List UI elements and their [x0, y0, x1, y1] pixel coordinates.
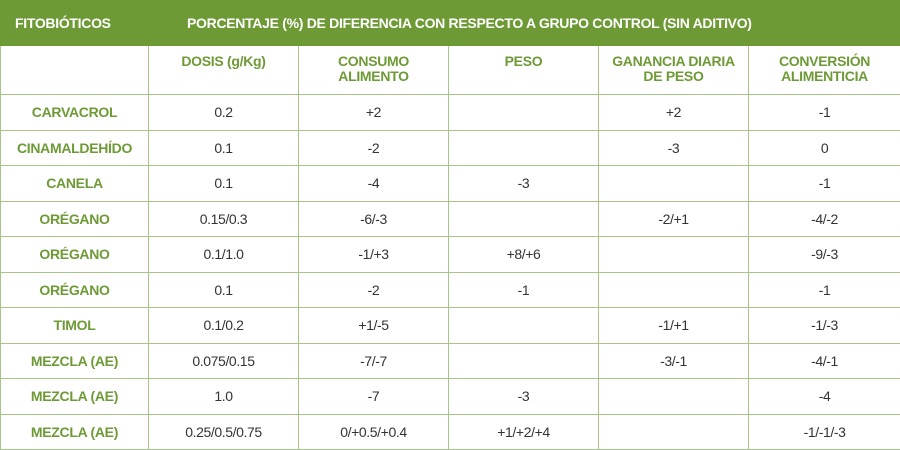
subheader-ganancia-line1: GANANCIA DIARIA: [612, 53, 735, 69]
cell-peso: [449, 130, 599, 166]
cell-conversion: -4/-2: [749, 201, 900, 237]
table-row: MEZCLA (AE) 1.0 -7 -3 -4: [1, 379, 900, 415]
table-row: CANELA 0.1 -4 -3 -1: [1, 166, 900, 202]
cell-conversion: -1/-3: [749, 308, 900, 344]
cell-consumo: -6/-3: [299, 201, 449, 237]
cell-ganancia: [599, 166, 749, 202]
table-row: ORÉGANO 0.15/0.3 -6/-3 -2/+1 -4/-2: [1, 201, 900, 237]
table-row: CINAMALDEHÍDO 0.1 -2 -3 0: [1, 130, 900, 166]
subheader-peso-label: PESO: [505, 53, 543, 69]
cell-consumo: -4: [299, 166, 449, 202]
cell-peso: -3: [449, 166, 599, 202]
cell-dosis: 1.0: [149, 379, 299, 415]
row-name: MEZCLA (AE): [1, 379, 149, 415]
cell-ganancia: +2: [599, 95, 749, 131]
table-row: ORÉGANO 0.1/1.0 -1/+3 +8/+6 -9/-3: [1, 237, 900, 273]
cell-conversion: -4/-1: [749, 343, 900, 379]
row-name: ORÉGANO: [1, 201, 149, 237]
cell-conversion: -1: [749, 272, 900, 308]
cell-consumo: -7/-7: [299, 343, 449, 379]
cell-conversion: -9/-3: [749, 237, 900, 273]
cell-dosis: 0.1/1.0: [149, 237, 299, 273]
cell-dosis: 0.25/0.5/0.75: [149, 414, 299, 450]
cell-dosis: 0.2: [149, 95, 299, 131]
row-name: ORÉGANO: [1, 272, 149, 308]
cell-consumo: +1/-5: [299, 308, 449, 344]
cell-consumo: 0/+0.5/+0.4: [299, 414, 449, 450]
subheader-consumo-line2: ALIMENTO: [338, 68, 408, 84]
row-name: ORÉGANO: [1, 237, 149, 273]
cell-consumo: -2: [299, 130, 449, 166]
cell-conversion: -1/-1/-3: [749, 414, 900, 450]
cell-ganancia: -2/+1: [599, 201, 749, 237]
header-row: FITOBIÓTICOS PORCENTAJE (%) DE DIFERENCI…: [1, 1, 900, 46]
cell-consumo: -7: [299, 379, 449, 415]
subheader-dosis-label: DOSIS (g/Kg): [181, 53, 265, 69]
cell-dosis: 0.1: [149, 272, 299, 308]
cell-consumo: -2: [299, 272, 449, 308]
cell-ganancia: [599, 379, 749, 415]
table-row: MEZCLA (AE) 0.075/0.15 -7/-7 -3/-1 -4/-1: [1, 343, 900, 379]
cell-ganancia: -3: [599, 130, 749, 166]
cell-dosis: 0.1/0.2: [149, 308, 299, 344]
cell-consumo: -1/+3: [299, 237, 449, 273]
cell-dosis: 0.15/0.3: [149, 201, 299, 237]
row-name: CARVACROL: [1, 95, 149, 131]
cell-peso: [449, 308, 599, 344]
subheader-peso: PESO: [449, 46, 599, 95]
row-name: TIMOL: [1, 308, 149, 344]
cell-peso: [449, 95, 599, 131]
cell-peso: -3: [449, 379, 599, 415]
cell-ganancia: -1/+1: [599, 308, 749, 344]
cell-dosis: 0.075/0.15: [149, 343, 299, 379]
cell-peso: +8/+6: [449, 237, 599, 273]
cell-ganancia: [599, 272, 749, 308]
header-fitobioticos: FITOBIÓTICOS: [1, 1, 149, 46]
subheader-conversion-line2: ALIMENTICIA: [781, 68, 868, 84]
subheader-consumo-line1: CONSUMO: [338, 53, 409, 69]
cell-peso: [449, 343, 599, 379]
row-name: CANELA: [1, 166, 149, 202]
cell-ganancia: [599, 237, 749, 273]
cell-dosis: 0.1: [149, 166, 299, 202]
cell-ganancia: [599, 414, 749, 450]
subheader-ganancia-line2: DE PESO: [643, 68, 703, 84]
subheader-dosis: DOSIS (g/Kg): [149, 46, 299, 95]
cell-peso: -1: [449, 272, 599, 308]
subheader-empty-cell: [1, 46, 149, 95]
cell-conversion: -4: [749, 379, 900, 415]
row-name: MEZCLA (AE): [1, 343, 149, 379]
table-row: ORÉGANO 0.1 -2 -1 -1: [1, 272, 900, 308]
header-percentage-difference: PORCENTAJE (%) DE DIFERENCIA CON RESPECT…: [149, 1, 900, 46]
row-name: MEZCLA (AE): [1, 414, 149, 450]
cell-conversion: 0: [749, 130, 900, 166]
table-row: MEZCLA (AE) 0.25/0.5/0.75 0/+0.5/+0.4 +1…: [1, 414, 900, 450]
row-name: CINAMALDEHÍDO: [1, 130, 149, 166]
table-row: CARVACROL 0.2 +2 +2 -1: [1, 95, 900, 131]
cell-conversion: -1: [749, 166, 900, 202]
cell-peso: +1/+2/+4: [449, 414, 599, 450]
table-row: TIMOL 0.1/0.2 +1/-5 -1/+1 -1/-3: [1, 308, 900, 344]
cell-peso: [449, 201, 599, 237]
cell-dosis: 0.1: [149, 130, 299, 166]
cell-consumo: +2: [299, 95, 449, 131]
cell-ganancia: -3/-1: [599, 343, 749, 379]
cell-conversion: -1: [749, 95, 900, 131]
subheader-conversion-line1: CONVERSIÓN: [779, 53, 870, 69]
